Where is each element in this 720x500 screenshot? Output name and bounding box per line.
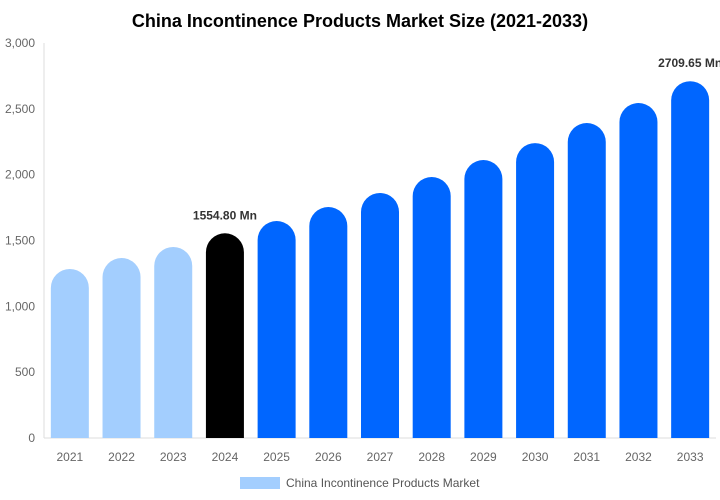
bar-2032[interactable] [619, 103, 658, 438]
bar-2023[interactable] [154, 246, 193, 438]
y-tick-label: 1,500 [5, 234, 35, 248]
bar-2024[interactable] [205, 233, 244, 438]
legend-label: China Incontinence Products Market [286, 476, 480, 490]
x-tick-label: 2033 [677, 450, 704, 464]
y-tick-label: 1,000 [5, 299, 35, 313]
x-tick-label: 2032 [625, 450, 652, 464]
x-tick-label: 2026 [315, 450, 342, 464]
bar-2030[interactable] [516, 143, 555, 439]
bar-2026[interactable] [309, 207, 348, 438]
x-tick-label: 2023 [160, 450, 187, 464]
x-tick-label: 2024 [212, 450, 239, 464]
x-tick-label: 2028 [418, 450, 445, 464]
y-tick-label: 500 [15, 365, 35, 379]
y-tick-label: 0 [28, 431, 35, 445]
x-tick-label: 2021 [56, 450, 83, 464]
bar-2022[interactable] [102, 258, 141, 438]
bar-2028[interactable] [412, 177, 451, 438]
data-label: 1554.80 Mn [193, 208, 257, 222]
y-tick-label: 2,000 [5, 168, 35, 182]
legend[interactable]: China Incontinence Products Market [240, 476, 480, 490]
x-tick-label: 2031 [573, 450, 600, 464]
data-label: 2709.65 Mn [658, 56, 720, 70]
bar-2025[interactable] [257, 221, 296, 438]
legend-swatch [240, 477, 280, 489]
y-tick-label: 2,500 [5, 102, 35, 116]
bar-2029[interactable] [464, 160, 503, 438]
x-tick-label: 2022 [108, 450, 135, 464]
x-tick-label: 2025 [263, 450, 290, 464]
x-tick-label: 2030 [522, 450, 549, 464]
x-tick-label: 2029 [470, 450, 497, 464]
bar-2021[interactable] [50, 268, 89, 438]
chart-title: China Incontinence Products Market Size … [132, 11, 588, 31]
y-tick-label: 3,000 [5, 36, 35, 50]
bar-2031[interactable] [567, 123, 606, 438]
bar-2033[interactable] [671, 81, 710, 438]
bar-2027[interactable] [361, 192, 399, 438]
x-tick-label: 2027 [367, 450, 394, 464]
